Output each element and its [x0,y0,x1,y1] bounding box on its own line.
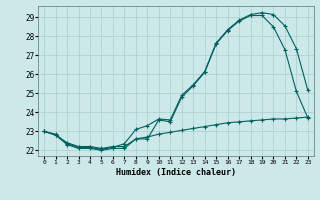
X-axis label: Humidex (Indice chaleur): Humidex (Indice chaleur) [116,168,236,177]
